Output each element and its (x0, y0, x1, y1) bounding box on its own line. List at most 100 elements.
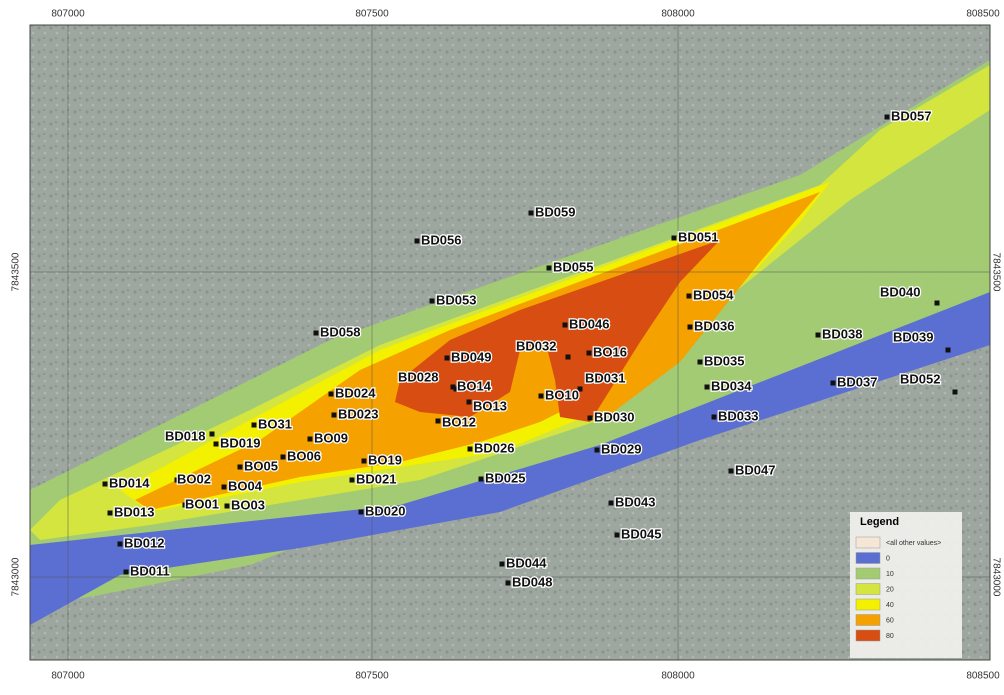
map-frame (29, 24, 991, 661)
legend-swatch (855, 536, 881, 549)
borehole-label: BD044 (506, 555, 547, 570)
borehole-label: BD053 (436, 292, 476, 307)
borehole-marker (213, 441, 219, 447)
borehole-label: BO02 (177, 471, 211, 486)
graticule (30, 25, 990, 660)
borehole-marker (358, 509, 364, 515)
borehole-label: BD012 (124, 535, 164, 550)
borehole-label: BO16 (593, 344, 627, 359)
borehole-marker (830, 380, 836, 386)
borehole-label: BD031 (585, 370, 625, 385)
borehole-marker (671, 235, 677, 241)
boreholes: BD057 BD059 BD056 BD051 BD055 BD053 BD054 BD040… (102, 107, 958, 591)
borehole-marker (107, 510, 113, 516)
borehole-marker (209, 431, 215, 437)
legend-label: <all other values> (886, 540, 941, 547)
x-coordinate-label: 808000 (661, 671, 695, 682)
legend-label: 40 (886, 602, 894, 609)
borehole-label: BD029 (601, 441, 641, 456)
borehole-label: BD013 (114, 504, 154, 519)
legend-swatch (855, 629, 881, 642)
legend-label: 20 (886, 586, 894, 593)
borehole-label: BO12 (442, 414, 476, 429)
x-coordinate-label: 807000 (51, 9, 85, 20)
borehole-label: BD025 (485, 470, 525, 485)
borehole-marker (237, 464, 243, 470)
borehole-label: BD048 (512, 574, 552, 589)
borehole-label: BD038 (822, 326, 862, 341)
borehole-label: BD024 (335, 385, 376, 400)
borehole-marker (328, 391, 334, 397)
borehole-marker (123, 569, 129, 575)
zone-10 (70, 545, 300, 600)
borehole-label: BD028 (398, 369, 438, 384)
borehole-label: BD032 (516, 338, 556, 353)
borehole-label: BO10 (545, 387, 579, 402)
borehole-marker (728, 468, 734, 474)
borehole-label: BD059 (535, 204, 575, 219)
borehole-marker (499, 561, 505, 567)
legend-label: 10 (886, 571, 894, 578)
borehole-marker (221, 484, 227, 490)
borehole-marker (562, 322, 568, 328)
borehole-label: BD052 (900, 371, 940, 386)
legend-label: 0 (886, 555, 890, 562)
borehole-label: BO05 (244, 458, 278, 473)
borehole-marker (361, 458, 367, 464)
borehole-marker (349, 477, 355, 483)
borehole-marker (614, 532, 620, 538)
borehole-label: BD023 (338, 406, 378, 421)
borehole-marker (697, 359, 703, 365)
borehole-marker (444, 355, 450, 361)
borehole-marker (565, 354, 571, 360)
borehole-label: BD036 (694, 318, 734, 333)
borehole-label: BD014 (109, 475, 150, 490)
borehole-marker (117, 541, 123, 547)
x-coordinate-label: 808500 (966, 671, 1000, 682)
borehole-marker (594, 447, 600, 453)
y-coordinate-label: 7843500 (990, 253, 1001, 292)
borehole-label: BD033 (718, 408, 758, 423)
borehole-label: BD046 (569, 316, 609, 331)
borehole-label: BD054 (693, 287, 734, 302)
borehole-label: BD051 (678, 229, 718, 244)
borehole-label: BD034 (711, 378, 752, 393)
borehole-marker (952, 389, 958, 395)
borehole-marker (528, 210, 534, 216)
borehole-label: BD035 (704, 353, 744, 368)
borehole-marker (331, 412, 337, 418)
x-coordinate-label: 807000 (51, 671, 85, 682)
x-coordinate-label: 808000 (661, 9, 695, 20)
borehole-marker (704, 384, 710, 390)
borehole-label: BO01 (185, 496, 219, 511)
legend: <all other values> 0 10 20 40 60 80 (855, 536, 941, 642)
borehole-marker (450, 384, 456, 390)
legend-label: 80 (886, 633, 894, 640)
borehole-marker (586, 350, 592, 356)
borehole-label: BO31 (258, 416, 292, 431)
legend-swatch (855, 567, 881, 580)
borehole-label: BD039 (893, 329, 933, 344)
zone-0 (30, 292, 990, 625)
borehole-marker (174, 477, 180, 483)
borehole-label: BD011 (130, 563, 170, 578)
y-coordinate-label: 7843000 (990, 558, 1001, 597)
borehole-label: BO06 (287, 448, 321, 463)
y-coordinate-label: 7843500 (11, 252, 22, 291)
borehole-marker (224, 503, 230, 509)
x-coordinate-label: 807500 (355, 671, 389, 682)
borehole-label: BO13 (473, 398, 507, 413)
borehole-label: BD047 (735, 462, 775, 477)
borehole-marker (538, 393, 544, 399)
x-coordinate-label: 808500 (966, 9, 1000, 20)
borehole-marker (687, 324, 693, 330)
x-coordinate-label: 807500 (355, 9, 389, 20)
borehole-label: BD019 (220, 435, 260, 450)
legend-swatch (855, 583, 881, 595)
borehole-label: BO14 (457, 378, 492, 393)
borehole-marker (577, 386, 583, 392)
borehole-label: BD055 (553, 259, 593, 274)
borehole-marker (686, 293, 692, 299)
